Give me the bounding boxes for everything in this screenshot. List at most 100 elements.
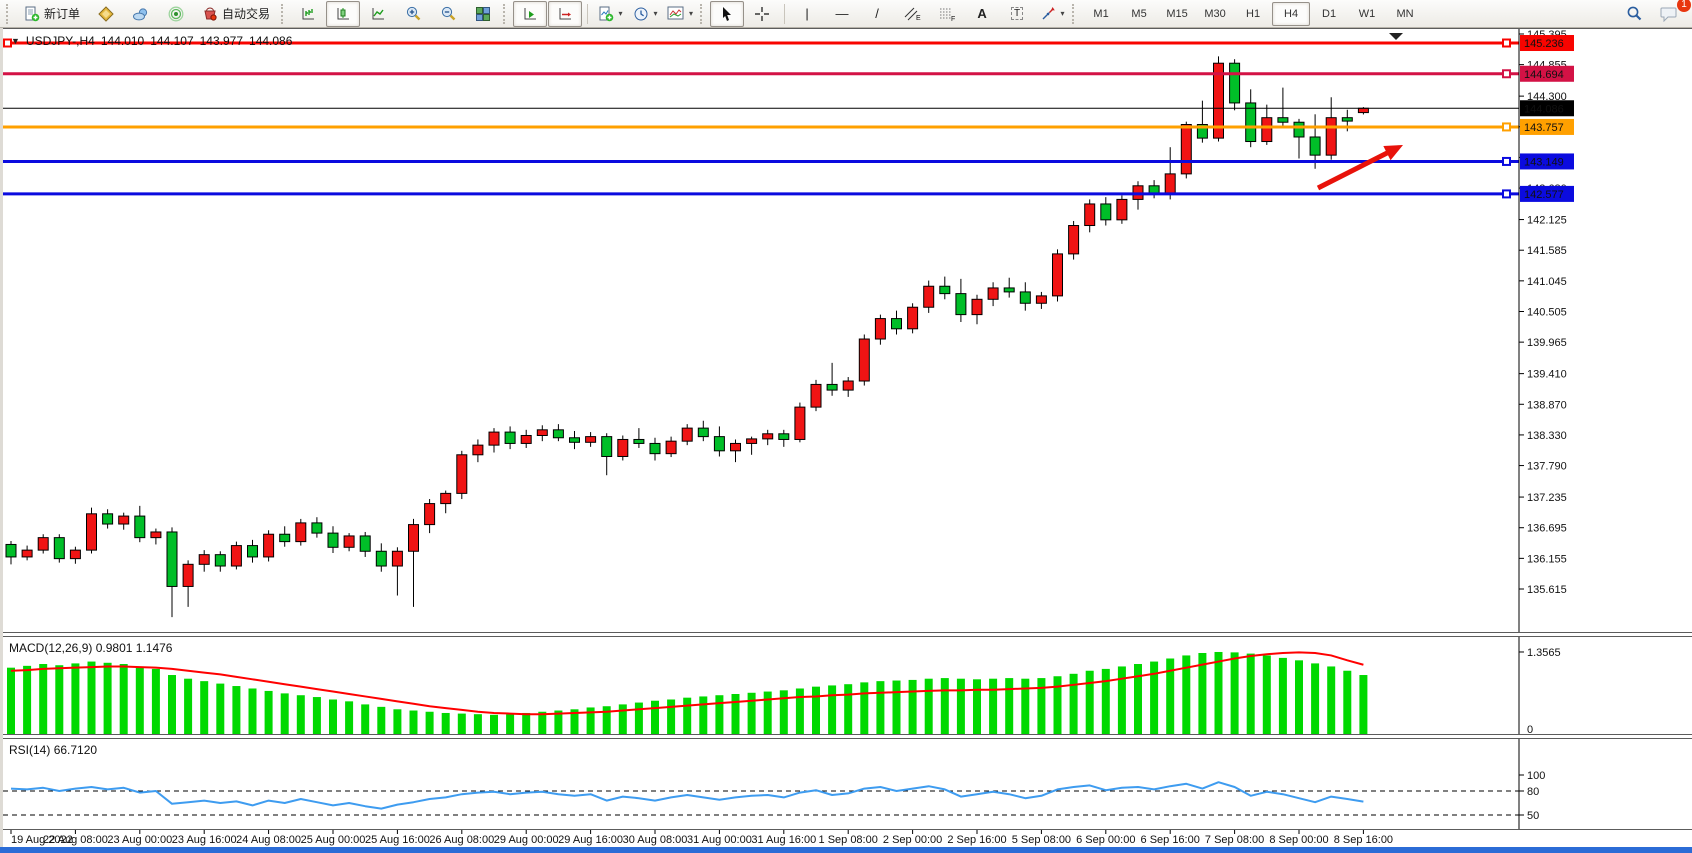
channel-button[interactable]: E xyxy=(895,1,929,27)
time-label: 23 Aug 16:00 xyxy=(172,834,237,846)
rsi-tick-label: 80 xyxy=(1527,786,1539,798)
timeframe-button-m15[interactable]: M15 xyxy=(1166,7,1188,20)
chart-bars-button[interactable] xyxy=(291,1,325,27)
macd-bar xyxy=(200,681,209,734)
timeframe-button-m1[interactable]: M1 xyxy=(1093,7,1109,20)
cursor-button[interactable] xyxy=(710,0,745,27)
candle-body xyxy=(810,383,822,408)
time-label: 19 Aug 2022 xyxy=(11,834,73,846)
macd-bar xyxy=(329,699,337,734)
line-handle[interactable] xyxy=(1502,38,1511,48)
candle-body xyxy=(1084,203,1096,227)
rsi-surface[interactable]: 1008050150 xyxy=(3,739,1692,829)
new-order-button[interactable]: 新订单 xyxy=(16,1,88,27)
chart-symbol-period: USDJPY-,H4 xyxy=(25,34,95,48)
clock-icon xyxy=(634,7,648,20)
macd-bar xyxy=(441,712,450,734)
auto-scroll-button[interactable] xyxy=(513,0,548,27)
candle-body xyxy=(1196,124,1208,139)
macd-bar xyxy=(119,664,128,734)
candle-body xyxy=(1245,102,1257,143)
templates-button[interactable]: ▾ xyxy=(663,1,697,27)
line-handle[interactable] xyxy=(3,38,12,48)
candle-body xyxy=(842,380,854,391)
price-tick-label: 138.870 xyxy=(1527,399,1567,411)
crosshair-button[interactable] xyxy=(745,1,779,27)
price-tick-label: 137.790 xyxy=(1527,461,1567,473)
line-handle[interactable] xyxy=(1502,156,1511,166)
chart-candles-button[interactable] xyxy=(326,0,361,27)
cursor-icon xyxy=(723,6,732,21)
time-axis[interactable]: 19 Aug 2022 22 Aug 08:00 23 Aug 00:00 23 Au… xyxy=(3,830,1692,847)
arrows-tool-button[interactable]: ▾ xyxy=(1035,1,1069,27)
chart-line-button[interactable] xyxy=(361,1,395,27)
macd-surface[interactable]: 1.3565 0 xyxy=(3,637,1692,734)
cloud-button[interactable] xyxy=(124,1,158,27)
candle-body xyxy=(987,287,999,300)
candle-body xyxy=(730,442,741,452)
tile-windows-button[interactable] xyxy=(466,1,500,27)
macd-bar xyxy=(779,690,788,734)
indicators-button[interactable]: ▾ xyxy=(593,1,627,27)
timeframe-button-h1[interactable]: H1 xyxy=(1246,7,1261,20)
vertical-line-button[interactable]: | xyxy=(790,1,824,27)
macd-bar xyxy=(973,679,981,734)
chart-shift-button[interactable] xyxy=(548,0,583,27)
line-handle[interactable] xyxy=(1502,189,1511,199)
timeframe-button-mn[interactable]: MN xyxy=(1396,7,1414,20)
macd-zero-label: 0 xyxy=(1527,724,1533,734)
horizontal-line-button[interactable]: — xyxy=(825,1,859,27)
toolbar-grip xyxy=(1072,3,1077,24)
zoom-in-button[interactable] xyxy=(396,1,430,27)
macd-bar xyxy=(1359,675,1368,734)
arrow-annotation[interactable] xyxy=(1316,145,1399,191)
candle-body xyxy=(633,438,645,444)
macd-bar xyxy=(264,690,273,734)
periods-button[interactable]: ▾ xyxy=(628,1,662,27)
search-button[interactable] xyxy=(1617,1,1651,27)
macd-bar xyxy=(393,709,402,734)
candle-body xyxy=(923,285,935,308)
zoom-out-button[interactable] xyxy=(431,1,465,27)
ohlc-high: 144.107 xyxy=(150,34,194,48)
timeframe-group: M1 M5 M15 M30 H1 H4 D1 W1 MN xyxy=(1082,1,1424,26)
candle-body xyxy=(150,531,162,539)
text-tool-button[interactable]: A xyxy=(965,1,999,27)
price-tick-label: 145.395 xyxy=(1527,29,1567,41)
toolbar-separator xyxy=(784,3,786,24)
chart-shift-icon xyxy=(559,7,572,19)
candle-body xyxy=(295,522,307,543)
timeframe-button-w1[interactable]: W1 xyxy=(1358,7,1376,20)
time-label: 6 Sep 16:00 xyxy=(1141,834,1200,846)
macd-bar xyxy=(1343,670,1352,734)
timeframe-button-h4[interactable]: H4 xyxy=(1272,1,1311,26)
line-handle[interactable] xyxy=(1502,122,1511,132)
notifications-button[interactable]: 1 xyxy=(1652,0,1691,27)
candle-body xyxy=(907,306,919,330)
time-marker-icon[interactable] xyxy=(1389,33,1403,40)
price-tick-label: 141.585 xyxy=(1527,245,1567,257)
price-tick-label: 141.045 xyxy=(1527,276,1567,288)
collapse-icon[interactable]: ▼ xyxy=(11,36,20,46)
candle-body xyxy=(69,549,81,560)
fibonacci-button[interactable]: F xyxy=(930,1,964,27)
toolbar-grip xyxy=(281,3,286,24)
macd-bar xyxy=(296,695,305,734)
autotrading-button[interactable]: 自动交易 xyxy=(194,1,278,27)
timeframe-button-m30[interactable]: M30 xyxy=(1204,7,1226,20)
line-handle[interactable] xyxy=(1502,69,1511,79)
macd-bar xyxy=(1053,676,1062,734)
trendline-button[interactable]: / xyxy=(860,1,894,27)
price-chart-surface[interactable]: 145.395144.855144.300143.760143.220142.6… xyxy=(3,29,1692,632)
gold-badge-button[interactable] xyxy=(89,1,123,27)
text-label-button[interactable]: T xyxy=(1000,1,1034,27)
timeframe-button-m5[interactable]: M5 xyxy=(1131,7,1147,20)
rsi-tick-label: 50 xyxy=(1527,810,1539,822)
macd-bar xyxy=(1166,658,1175,734)
candle-body xyxy=(665,440,677,455)
candle-body xyxy=(536,429,548,436)
signals-button[interactable] xyxy=(159,1,193,27)
timeframe-button-d1[interactable]: D1 xyxy=(1322,7,1337,20)
time-label: 8 Sep 16:00 xyxy=(1334,834,1393,846)
